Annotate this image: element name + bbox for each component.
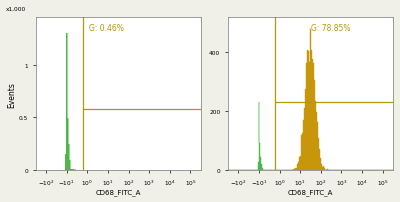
- Text: G: 78.85%: G: 78.85%: [310, 24, 350, 33]
- X-axis label: CD68_FITC_A: CD68_FITC_A: [288, 188, 333, 195]
- X-axis label: CD68_FITC_A: CD68_FITC_A: [96, 188, 141, 195]
- Y-axis label: Events: Events: [7, 81, 16, 107]
- Text: G: 0.46%: G: 0.46%: [88, 24, 124, 33]
- Text: x1,000: x1,000: [6, 7, 26, 12]
